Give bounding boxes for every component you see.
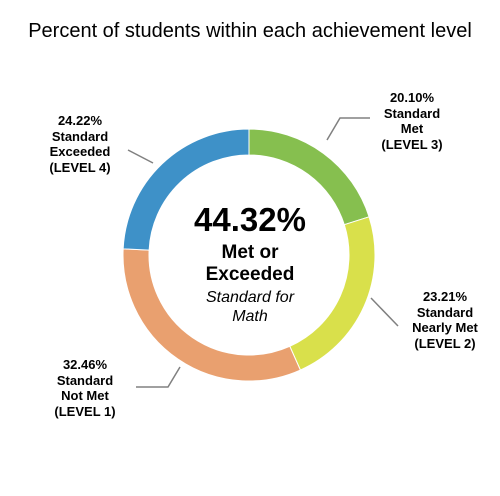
segment-label-pct: 20.10%: [389, 90, 435, 105]
segment-label-line: Standard: [383, 105, 441, 121]
segment-label-level-2: 23.21% Standard Nearly Met (LEVEL 2): [400, 289, 490, 351]
leader-line-level-3: [326, 117, 370, 141]
leader-line-level-2: [370, 297, 399, 327]
center-percentage: 44.32%: [194, 201, 306, 238]
segment-label-line: (LEVEL 1): [54, 403, 116, 419]
segment-label-pct: 24.22%: [57, 113, 103, 128]
center-text-subject: Math: [232, 308, 268, 325]
segment-label-level-4: 24.22% Standard Exceeded (LEVEL 4): [30, 113, 130, 175]
segment-label-pct: 32.46%: [62, 357, 108, 372]
segment-label-line: Met: [400, 121, 424, 136]
segment-label-line: Standard: [51, 128, 109, 144]
segment-label-line: Exceeded: [49, 144, 111, 159]
center-text-exceeded: Exceeded: [205, 264, 295, 285]
segment-label-line: Nearly Met: [412, 320, 478, 335]
segment-label-level-1: 32.46% Standard Not Met (LEVEL 1): [40, 357, 130, 419]
donut-segment-level-4: [122, 128, 250, 251]
leader-line-level-1: [136, 366, 181, 388]
segment-label-line: Standard: [56, 372, 114, 388]
segment-label-level-3: 20.10% Standard Met (LEVEL 3): [372, 90, 452, 152]
center-text-met-or: Met or: [221, 242, 279, 263]
chart-title: Percent of students within each achievem…: [28, 20, 472, 42]
segment-label-line: (LEVEL 4): [49, 159, 111, 175]
segment-label-line: (LEVEL 2): [414, 335, 476, 351]
segment-label-pct: 23.21%: [422, 289, 468, 304]
segment-label-line: Standard: [416, 304, 474, 320]
segment-label-line: (LEVEL 3): [381, 136, 443, 152]
segment-label-line: Not Met: [61, 388, 109, 403]
leader-line-level-4: [127, 149, 154, 164]
center-text-standard-for: Standard for: [205, 289, 295, 306]
